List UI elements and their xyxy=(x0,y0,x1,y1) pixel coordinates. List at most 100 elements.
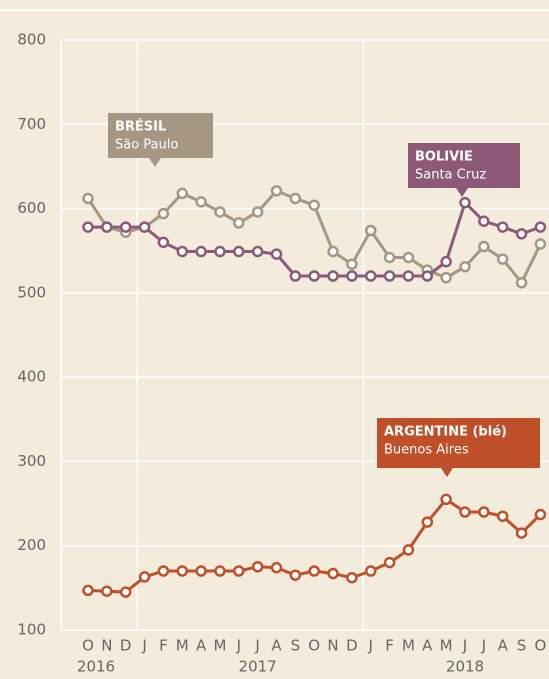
x-tick-label: S xyxy=(517,637,527,655)
x-tick-label: F xyxy=(159,637,168,655)
data-point xyxy=(176,565,188,577)
callout-sub: Santa Cruz xyxy=(415,168,486,183)
x-tick-label: J xyxy=(254,637,259,655)
data-point xyxy=(176,187,188,200)
data-point xyxy=(270,248,283,260)
data-point xyxy=(383,251,396,264)
y-tick-label: 400 xyxy=(17,368,46,386)
data-point xyxy=(157,236,170,249)
data-point xyxy=(270,185,283,197)
data-point xyxy=(214,245,226,258)
data-point xyxy=(496,510,509,522)
data-point xyxy=(421,516,434,528)
data-point xyxy=(138,571,151,583)
data-point xyxy=(195,196,207,208)
x-tick-label: D xyxy=(346,637,358,655)
data-point xyxy=(383,556,396,569)
y-tick-label: 600 xyxy=(17,199,46,217)
x-tick-label: N xyxy=(327,637,338,655)
x-tick-label: J xyxy=(481,637,486,655)
data-point xyxy=(459,260,471,273)
callout-box xyxy=(408,143,520,188)
x-tick-label: A xyxy=(498,637,509,655)
data-point xyxy=(289,192,302,205)
x-tick-label: J xyxy=(462,637,467,655)
y-tick-label: 300 xyxy=(17,452,46,470)
y-tick-label: 100 xyxy=(17,621,46,639)
data-point xyxy=(478,240,490,253)
data-point xyxy=(119,221,132,233)
data-point xyxy=(515,527,528,539)
data-point xyxy=(251,206,264,218)
data-point xyxy=(289,270,302,282)
data-point xyxy=(346,270,358,282)
data-point xyxy=(270,561,283,574)
data-point xyxy=(176,245,188,258)
x-tick-label: M xyxy=(213,637,226,655)
x-tick-label: M xyxy=(402,637,415,655)
callout-box xyxy=(377,418,540,468)
data-point xyxy=(308,270,320,282)
callout-sub: São Paulo xyxy=(115,138,178,153)
x-tick-label: A xyxy=(271,637,282,655)
x-tick-label: J xyxy=(368,637,373,655)
data-point xyxy=(119,586,132,598)
year-label: 2017 xyxy=(239,658,277,676)
callout-pointer xyxy=(441,468,453,477)
data-point xyxy=(327,567,339,580)
data-point xyxy=(459,506,471,518)
y-tick-label: 200 xyxy=(17,536,46,554)
data-point xyxy=(308,565,320,577)
data-point xyxy=(327,270,339,282)
data-point xyxy=(233,245,245,258)
data-point xyxy=(82,584,94,597)
data-point xyxy=(496,253,509,265)
data-point xyxy=(327,245,339,258)
x-tick-label: S xyxy=(291,637,301,655)
data-point xyxy=(251,561,264,573)
data-point xyxy=(478,506,490,518)
data-point xyxy=(346,258,358,270)
x-tick-label: F xyxy=(385,637,394,655)
data-point xyxy=(365,270,377,282)
data-point xyxy=(534,221,547,233)
data-point xyxy=(402,270,415,282)
data-point xyxy=(440,271,452,284)
data-point xyxy=(214,206,226,218)
data-point xyxy=(233,217,245,229)
data-point xyxy=(440,493,452,506)
data-point xyxy=(534,508,547,521)
callout-title: BRÉSIL xyxy=(115,119,166,135)
data-point xyxy=(365,224,377,237)
data-point xyxy=(496,221,509,233)
x-tick-label: A xyxy=(422,637,433,655)
callout-title: BOLIVIE xyxy=(415,150,473,165)
data-point xyxy=(82,192,94,205)
data-point xyxy=(478,215,490,227)
callout-pointer xyxy=(149,158,161,167)
x-tick-label: M xyxy=(440,637,453,655)
year-label: 2016 xyxy=(77,658,115,676)
callout-box xyxy=(108,113,213,158)
data-point xyxy=(534,238,547,250)
data-point xyxy=(421,270,434,282)
data-point xyxy=(515,228,528,240)
data-point xyxy=(82,221,94,233)
data-point xyxy=(214,565,226,577)
x-tick-label: O xyxy=(534,637,546,655)
data-point xyxy=(346,571,358,584)
data-point xyxy=(402,544,415,556)
data-point xyxy=(101,221,113,233)
data-point xyxy=(101,585,113,597)
year-label: 2018 xyxy=(446,658,484,676)
y-tick-label: 800 xyxy=(17,31,46,49)
data-point xyxy=(383,270,396,282)
data-point xyxy=(289,569,302,581)
data-point xyxy=(138,221,151,233)
callout-sub: Buenos Aires xyxy=(384,443,469,458)
x-tick-label: J xyxy=(141,637,146,655)
x-tick-label: O xyxy=(82,637,94,655)
x-tick-label: A xyxy=(196,637,207,655)
